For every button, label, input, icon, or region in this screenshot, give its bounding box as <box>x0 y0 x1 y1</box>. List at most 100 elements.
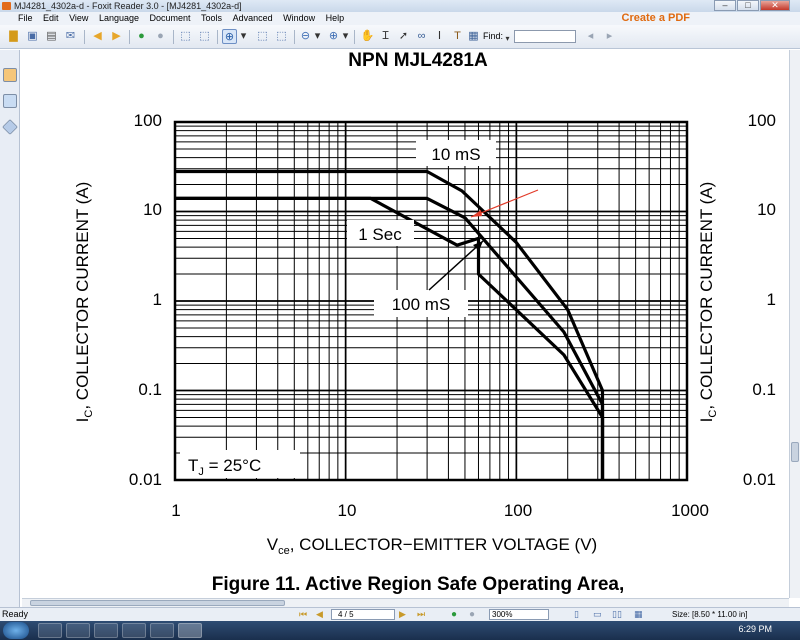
status-ready: Ready <box>2 609 29 619</box>
layers-panel-icon[interactable] <box>2 119 18 135</box>
create-pdf-link[interactable]: Create a PDF <box>621 12 690 24</box>
foxit-task-icon[interactable] <box>178 623 202 638</box>
zoom-level-select[interactable]: 300% <box>489 609 549 620</box>
fit-page-icon[interactable]: ⬚ <box>180 30 191 42</box>
y-tick-1: 1 <box>153 290 162 309</box>
red-arrowhead <box>471 210 482 217</box>
x-tick-100: 100 <box>504 501 532 520</box>
next-page-status-icon[interactable]: ▶ <box>399 609 406 619</box>
x-tick-1: 1 <box>171 501 180 520</box>
horizontal-scroll-thumb[interactable] <box>30 600 285 606</box>
single-page-icon[interactable]: ▯ <box>574 609 579 619</box>
temp-label: TJ = 25°C <box>188 456 261 478</box>
start-button[interactable] <box>3 622 29 639</box>
horizontal-scrollbar[interactable] <box>22 598 789 607</box>
find-input[interactable] <box>514 30 576 43</box>
series-label-100ms: 100 mS <box>392 295 451 314</box>
menu-window[interactable]: Window <box>283 13 316 23</box>
minimize-button[interactable]: – <box>714 0 736 11</box>
zoom-in-tool-icon[interactable]: ⊕ <box>222 29 237 44</box>
menu-language[interactable]: Language <box>98 13 139 23</box>
x-tick-10: 10 <box>338 501 357 520</box>
menu-view[interactable]: View <box>69 13 89 23</box>
bookmarks-panel-icon[interactable] <box>3 94 17 108</box>
last-page-icon[interactable]: ⏭ <box>417 609 426 619</box>
page-number-input[interactable]: 4 / 5 <box>331 609 395 620</box>
first-page-icon[interactable]: ⏮ <box>299 609 308 619</box>
maximize-button[interactable]: □ <box>737 0 759 11</box>
system-clock: 6:29 PM <box>738 624 772 634</box>
menu-bar: File Edit View Language Document Tools A… <box>0 12 800 25</box>
status-back-icon[interactable]: ● <box>451 609 458 620</box>
continuous-page-icon[interactable]: ▭ <box>593 609 602 619</box>
save-icon[interactable]: ▣ <box>27 30 38 42</box>
print-icon[interactable]: ▤ <box>46 30 57 42</box>
page-size-label: Size: [8.50 * 11.00 in] <box>672 610 748 619</box>
find-options-dropdown-icon[interactable]: ▾ <box>505 34 510 43</box>
zoom-dropdown-icon[interactable]: ▾ <box>240 30 247 42</box>
zoom-in-icon[interactable]: ⊕ <box>328 30 339 42</box>
window-title: MJ4281_4302a-d - Foxit Reader 3.0 - [MJ4… <box>14 1 242 11</box>
prev-page-status-icon[interactable]: ◀ <box>316 609 323 619</box>
previous-page-icon[interactable]: ◀ <box>93 30 102 42</box>
y-tick-right-0.01: 0.01 <box>743 470 776 489</box>
y-tick-right-1: 1 <box>767 290 776 309</box>
x-tick-1000: 1000 <box>671 501 709 520</box>
status-forward-icon[interactable]: ● <box>469 609 476 620</box>
select-arrow-icon[interactable]: ➚ <box>398 30 409 42</box>
find-label: Find: <box>483 31 504 41</box>
y-tick-100: 100 <box>134 111 162 130</box>
go-forward-icon[interactable]: ● <box>157 30 164 42</box>
app2-task-icon[interactable] <box>150 623 174 638</box>
vertical-scroll-thumb[interactable] <box>791 442 799 462</box>
continuous-facing-icon[interactable]: ▦ <box>634 609 643 619</box>
go-back-icon[interactable]: ● <box>138 30 145 42</box>
find-previous-icon[interactable]: ◂ <box>587 30 594 42</box>
actual-size-icon[interactable]: ⬚ <box>257 30 268 42</box>
find-next-icon[interactable]: ▸ <box>606 30 613 42</box>
explorer-task-icon[interactable] <box>38 623 62 638</box>
media-task-icon[interactable] <box>122 623 146 638</box>
vertical-scrollbar[interactable] <box>789 50 800 598</box>
document-page[interactable]: NPN MJL4281A 10 mS 1 Sec 100 mS TJ = 25°… <box>22 50 788 598</box>
typewriter-icon[interactable]: T <box>454 30 461 42</box>
status-bar: Ready ⏮ ◀ 4 / 5 ▶ ⏭ ● ● 300% ▯ ▭ ▯▯ ▦ Si… <box>0 607 800 621</box>
zoom-out-dropdown-icon[interactable]: ▾ <box>314 30 321 42</box>
menu-advanced[interactable]: Advanced <box>232 13 273 23</box>
select-text-icon[interactable]: Ɪ <box>382 30 389 42</box>
y-tick-10: 10 <box>143 200 162 219</box>
red-annotation-arrow <box>470 189 539 218</box>
zoom-in-dropdown-icon[interactable]: ▾ <box>342 30 349 42</box>
window-title-bar: MJ4281_4302a-d - Foxit Reader 3.0 - [MJ4… <box>0 0 800 12</box>
email-icon[interactable]: ✉ <box>65 30 76 42</box>
series-label-1sec: 1 Sec <box>358 225 402 244</box>
page-heading: NPN MJL4281A <box>348 50 488 71</box>
y-tick-0.01: 0.01 <box>129 470 162 489</box>
y-axis-title: IC, COLLECTOR CURRENT (A) <box>73 182 95 423</box>
menu-file[interactable]: File <box>18 13 33 23</box>
pages-panel-icon[interactable] <box>3 68 17 82</box>
menu-document[interactable]: Document <box>149 13 191 23</box>
select-text-tool-icon[interactable]: Ⅰ <box>437 30 442 42</box>
chrome-task-icon[interactable] <box>66 623 90 638</box>
open-folder-icon[interactable]: ▇ <box>9 30 18 42</box>
image-select-icon[interactable]: ▦ <box>468 30 479 42</box>
close-button[interactable]: ✕ <box>760 0 790 11</box>
leader-arrowhead <box>473 241 483 251</box>
label-box-1sec <box>347 220 414 246</box>
next-page-icon[interactable]: ▶ <box>112 30 121 42</box>
menu-edit[interactable]: Edit <box>43 13 59 23</box>
menu-help[interactable]: Help <box>325 13 345 23</box>
y-tick-right-0.1: 0.1 <box>752 380 776 399</box>
menu-tools[interactable]: Tools <box>201 13 223 23</box>
soa-curve-1sec <box>175 196 605 480</box>
snapshot-icon[interactable]: ⬚ <box>276 30 287 42</box>
y-tick-right-10: 10 <box>757 200 776 219</box>
facing-page-icon[interactable]: ▯▯ <box>612 609 622 619</box>
zoom-out-icon[interactable]: ⊖ <box>300 30 311 42</box>
find-binoculars-icon[interactable]: ∞ <box>417 30 426 42</box>
temp-label-box <box>180 450 300 478</box>
app-task-icon[interactable] <box>94 623 118 638</box>
fit-width-icon[interactable]: ⬚ <box>199 30 210 42</box>
hand-tool-icon[interactable]: ✋ <box>360 30 375 42</box>
